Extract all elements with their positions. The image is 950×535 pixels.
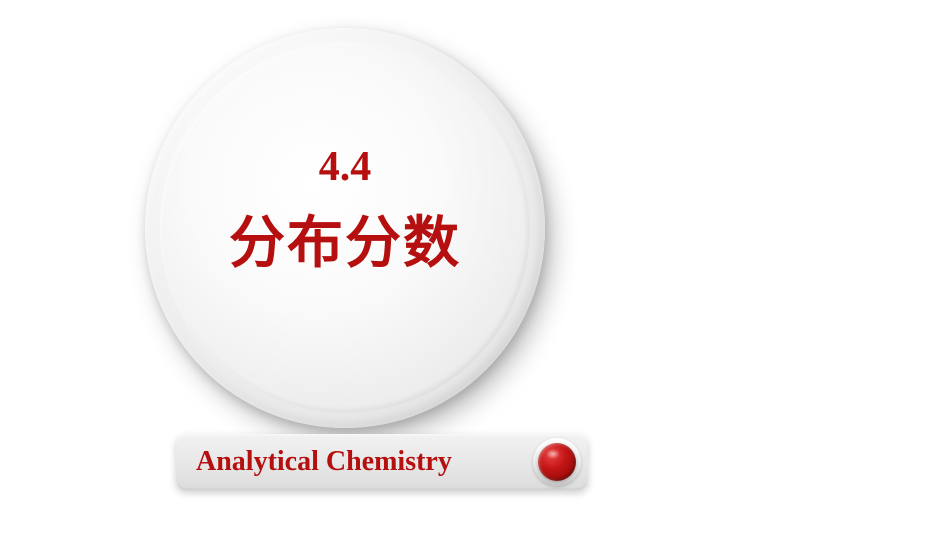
section-number: 4.4 — [145, 143, 545, 191]
red-indicator-button — [538, 443, 576, 481]
section-title: 分布分数 — [145, 198, 545, 279]
title-circle: 4.4 分布分数 — [145, 28, 545, 428]
course-label-bar: Analytical Chemistry — [176, 434, 588, 490]
course-label-text: Analytical Chemistry — [196, 446, 452, 478]
